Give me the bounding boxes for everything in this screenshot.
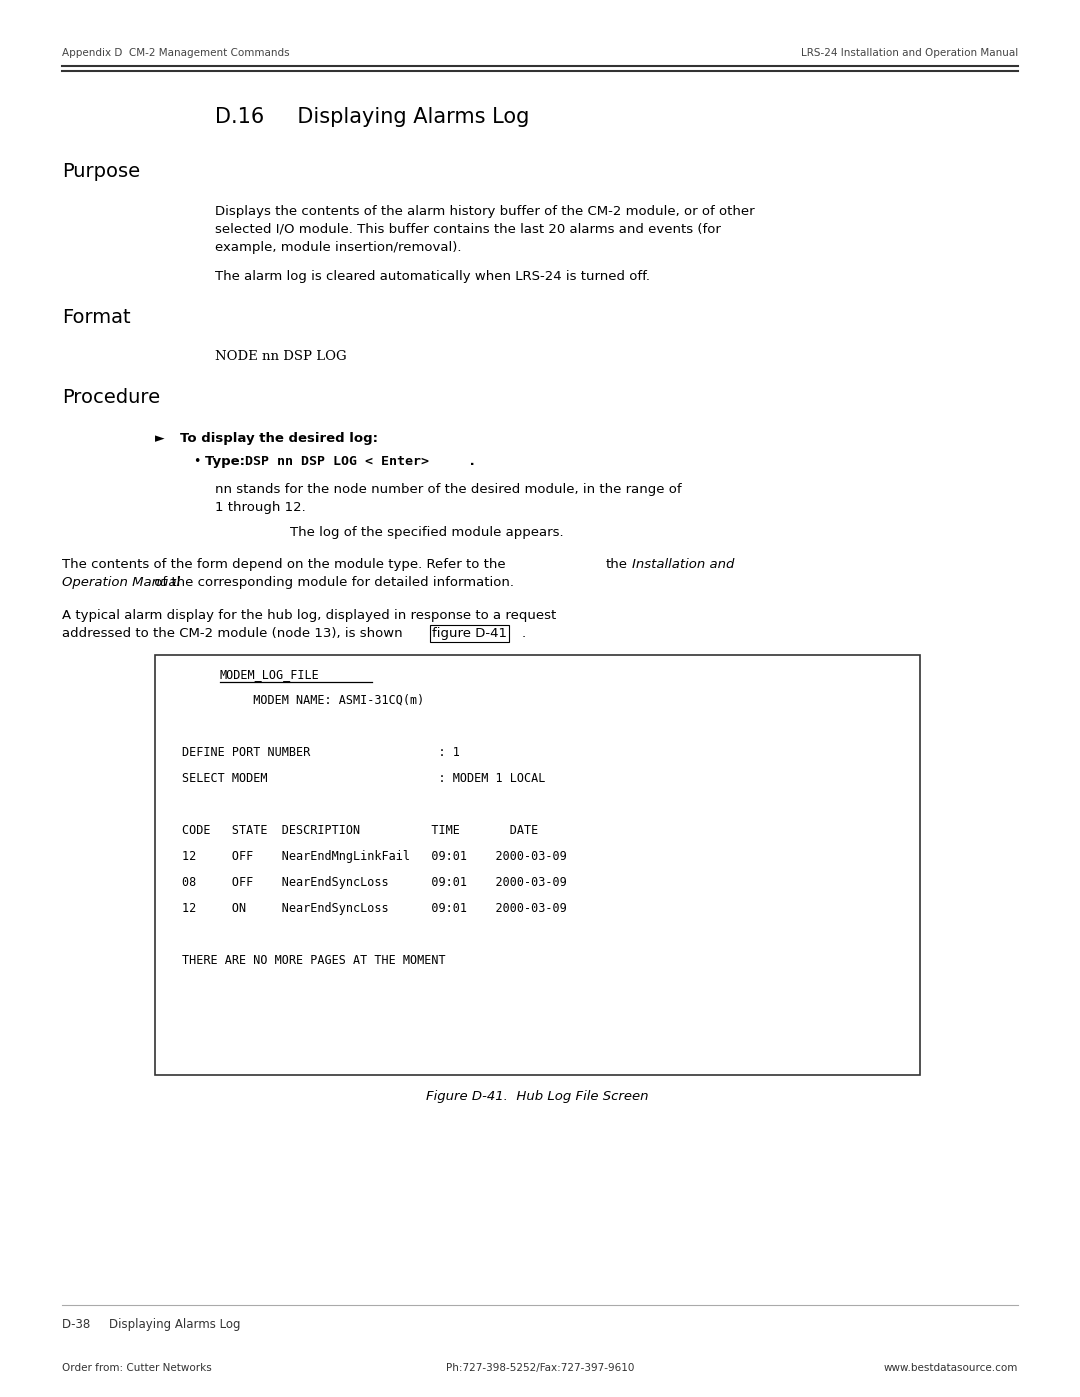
Text: The log of the specified module appears.: The log of the specified module appears. — [291, 527, 564, 539]
Text: Procedure: Procedure — [62, 388, 160, 407]
Text: D-38     Displaying Alarms Log: D-38 Displaying Alarms Log — [62, 1317, 241, 1331]
Text: •: • — [193, 455, 201, 468]
Text: MODEM NAME: ASMI-31CQ(m): MODEM NAME: ASMI-31CQ(m) — [183, 694, 424, 707]
Text: DEFINE PORT NUMBER                  : 1: DEFINE PORT NUMBER : 1 — [183, 746, 460, 759]
Text: DSP nn DSP LOG < Enter>: DSP nn DSP LOG < Enter> — [245, 455, 429, 468]
Text: Installation and: Installation and — [632, 557, 734, 571]
Text: D.16     Displaying Alarms Log: D.16 Displaying Alarms Log — [215, 108, 529, 127]
Text: A typical alarm display for the hub log, displayed in response to a request: A typical alarm display for the hub log,… — [62, 609, 556, 622]
Text: 12     ON     NearEndSyncLoss      09:01    2000-03-09: 12 ON NearEndSyncLoss 09:01 2000-03-09 — [183, 902, 567, 915]
Text: .: . — [522, 627, 526, 640]
Text: Format: Format — [62, 307, 131, 327]
Text: The contents of the form depend on the module type. Refer to the: The contents of the form depend on the m… — [62, 557, 505, 571]
Text: nn stands for the node number of the desired module, in the range of: nn stands for the node number of the des… — [215, 483, 681, 496]
Text: Order from: Cutter Networks: Order from: Cutter Networks — [62, 1363, 212, 1373]
Text: the: the — [606, 557, 627, 571]
Text: .: . — [465, 455, 475, 468]
Text: figure D-41: figure D-41 — [432, 627, 507, 640]
Text: The alarm log is cleared automatically when LRS-24 is turned off.: The alarm log is cleared automatically w… — [215, 270, 650, 284]
Text: Appendix D  CM-2 Management Commands: Appendix D CM-2 Management Commands — [62, 47, 289, 59]
Text: of the corresponding module for detailed information.: of the corresponding module for detailed… — [150, 576, 514, 590]
Text: MODEM_LOG_FILE: MODEM_LOG_FILE — [220, 668, 320, 680]
Bar — [156, 655, 920, 1076]
Text: ►: ► — [156, 432, 164, 446]
Text: Type:: Type: — [205, 455, 249, 468]
Text: Operation Manual: Operation Manual — [62, 576, 180, 590]
Text: www.bestdatasource.com: www.bestdatasource.com — [883, 1363, 1018, 1373]
Text: To display the desired log:: To display the desired log: — [180, 432, 378, 446]
Text: selected I/O module. This buffer contains the last 20 alarms and events (for: selected I/O module. This buffer contain… — [215, 224, 720, 236]
Text: 12     OFF    NearEndMngLinkFail   09:01    2000-03-09: 12 OFF NearEndMngLinkFail 09:01 2000-03-… — [183, 849, 567, 863]
Text: Figure D-41.  Hub Log File Screen: Figure D-41. Hub Log File Screen — [426, 1090, 648, 1104]
Text: Displays the contents of the alarm history buffer of the CM-2 module, or of othe: Displays the contents of the alarm histo… — [215, 205, 755, 218]
Text: THERE ARE NO MORE PAGES AT THE MOMENT: THERE ARE NO MORE PAGES AT THE MOMENT — [183, 954, 446, 967]
Text: 08     OFF    NearEndSyncLoss      09:01    2000-03-09: 08 OFF NearEndSyncLoss 09:01 2000-03-09 — [183, 876, 567, 888]
Text: NODE nn DSP LOG: NODE nn DSP LOG — [215, 351, 347, 363]
Text: SELECT MODEM                        : MODEM 1 LOCAL: SELECT MODEM : MODEM 1 LOCAL — [183, 773, 545, 785]
Text: example, module insertion/removal).: example, module insertion/removal). — [215, 242, 461, 254]
Text: CODE   STATE  DESCRIPTION          TIME       DATE: CODE STATE DESCRIPTION TIME DATE — [183, 824, 538, 837]
Text: Purpose: Purpose — [62, 162, 140, 182]
Text: addressed to the CM-2 module (node 13), is shown: addressed to the CM-2 module (node 13), … — [62, 627, 407, 640]
Text: Ph:727-398-5252/Fax:727-397-9610: Ph:727-398-5252/Fax:727-397-9610 — [446, 1363, 634, 1373]
Text: 1 through 12.: 1 through 12. — [215, 502, 306, 514]
Text: LRS-24 Installation and Operation Manual: LRS-24 Installation and Operation Manual — [800, 47, 1018, 59]
